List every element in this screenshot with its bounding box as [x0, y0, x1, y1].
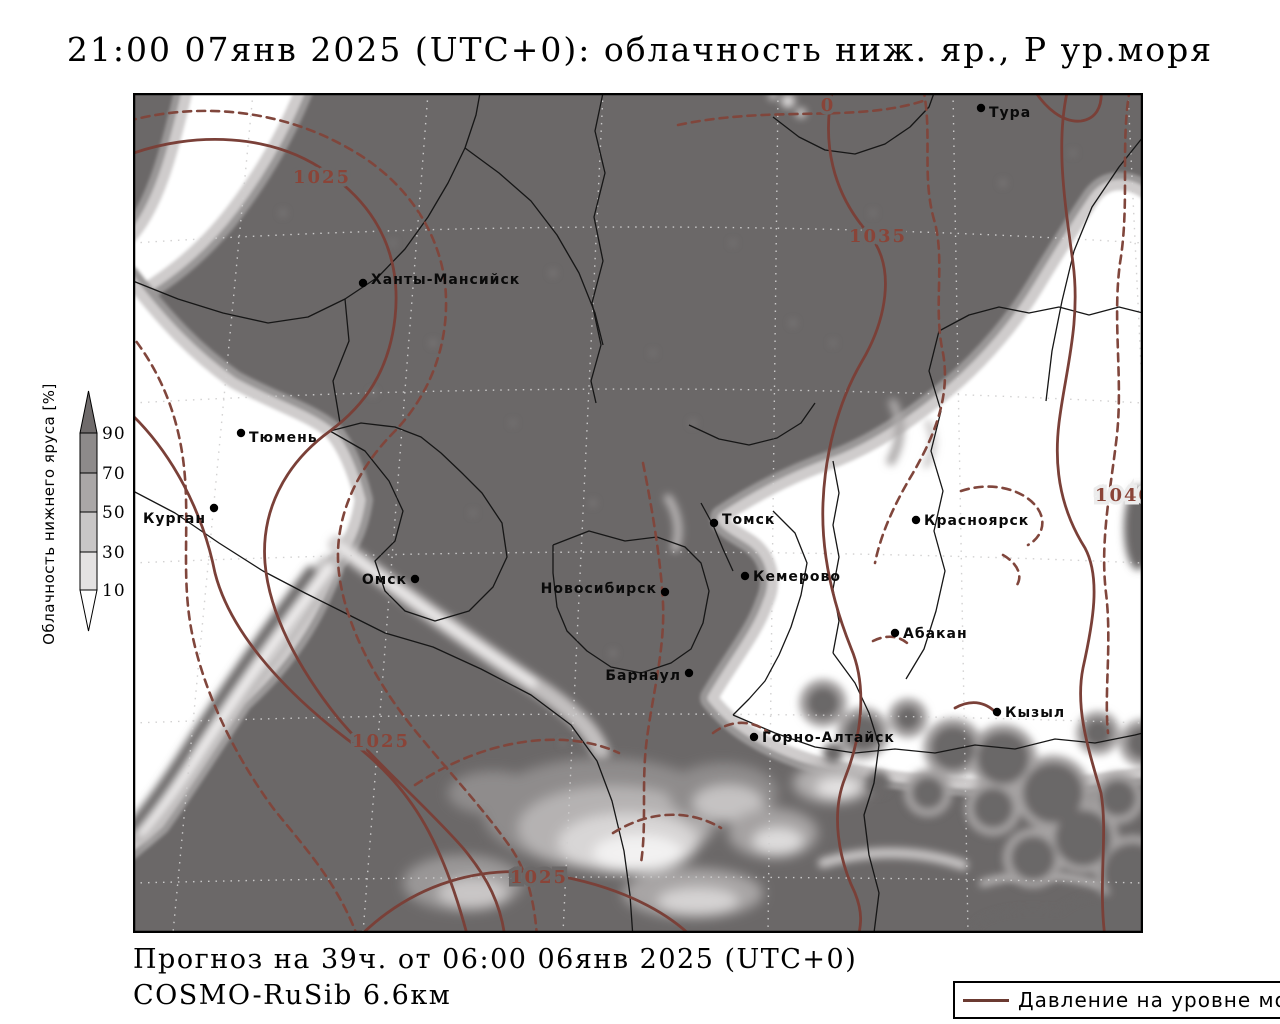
- colorbar-seg-70-90: [79, 432, 98, 474]
- pressure-legend: Давление на уровне моря: [953, 981, 1280, 1019]
- city-dot: [660, 587, 670, 597]
- forecast-map: 1025 1035 1040 1025 1025 0 Тура Ханты-Мансийск…: [132, 92, 1144, 934]
- colorbar-tick-90: 90: [102, 424, 126, 444]
- colorbar-tick-30: 30: [102, 543, 126, 563]
- pressure-value-label: 1025: [510, 867, 568, 888]
- city-dot: [684, 668, 694, 678]
- city-label: Томск: [722, 512, 775, 528]
- city-label: Кызыл: [1005, 705, 1065, 721]
- colorbar-tick-70: 70: [102, 464, 126, 484]
- city-label: Новосибирск: [541, 581, 657, 597]
- city-dot: [236, 428, 246, 438]
- city-dot: [209, 503, 219, 513]
- model-info: COSMO-RuSib 6.6км: [133, 980, 452, 1011]
- pressure-value-label: 1025: [293, 167, 351, 188]
- colorbar-seg-10-30: [79, 551, 98, 591]
- pressure-line-sample: [963, 998, 1009, 1002]
- city-label: Курган: [143, 511, 206, 527]
- speckles: [280, 150, 1076, 746]
- city-label: Тюмень: [249, 430, 318, 446]
- pressure-contours-solid: [133, 93, 1106, 933]
- colorbar-tick-10: 10: [102, 581, 126, 601]
- city-dot: [709, 518, 719, 528]
- map-area: 1025 1035 1040 1025 1025 0 Тура Ханты-Мансийск…: [132, 92, 1144, 934]
- region-borders-layer: [133, 93, 1143, 933]
- city-dot: [890, 628, 900, 638]
- city-label: Кемерово: [753, 569, 841, 585]
- map-frame: [132, 92, 1144, 934]
- colorbar-seg-30-50: [79, 511, 98, 553]
- city-markers-layer: Тура Ханты-Мансийск Тюмень Курган Омск Томск К…: [143, 103, 1065, 746]
- pressure-value-label: 1040: [1095, 485, 1143, 506]
- colorbar-arrow-top: [79, 390, 98, 434]
- city-label: Красноярск: [924, 513, 1029, 529]
- pressure-value-label: 0: [821, 95, 836, 116]
- graticule-layer: [133, 93, 1143, 933]
- city-label: Тура: [989, 105, 1031, 121]
- colorbar-tick-50: 50: [102, 503, 126, 523]
- city-dot: [976, 103, 986, 113]
- colorbar-arrow-bottom: [79, 589, 98, 632]
- city-label: Омск: [362, 572, 407, 588]
- city-label: Ханты-Мансийск: [371, 272, 520, 288]
- city-dot: [911, 515, 921, 525]
- cloudiness-colorbar: 90 70 50 30 10 Облачность нижнего яруса …: [40, 383, 126, 645]
- city-dot: [749, 732, 759, 742]
- city-dot: [992, 707, 1002, 717]
- pressure-value-label: 1025: [352, 731, 410, 752]
- pressure-labels-layer: 1025 1035 1040 1025 1025 0: [289, 93, 1143, 892]
- colorbar-ticks: 90 70 50 30 10: [102, 424, 126, 601]
- pressure-value-label: 1035: [849, 226, 907, 247]
- city-dot: [740, 571, 750, 581]
- colorbar-axis-label: Облачность нижнего яруса [%]: [40, 383, 58, 645]
- colorbar-seg-50-70: [79, 472, 98, 513]
- pressure-legend-label: Давление на уровне моря: [1018, 988, 1280, 1012]
- city-label: Барнаул: [605, 668, 681, 684]
- city-dot: [358, 278, 368, 288]
- broken-cloud-blobs: [403, 758, 873, 918]
- city-dot: [410, 574, 420, 584]
- colorbar-scale: [79, 390, 98, 632]
- forecast-info: Прогноз на 39ч. от 06:00 06янв 2025 (UTC…: [133, 944, 858, 975]
- city-label: Абакан: [903, 626, 968, 642]
- pressure-contours-dashed: [133, 93, 1131, 933]
- city-label: Горно-Алтайск: [762, 730, 895, 746]
- map-title: 21:00 07янв 2025 (UTC+0): облачность ниж…: [66, 30, 1214, 69]
